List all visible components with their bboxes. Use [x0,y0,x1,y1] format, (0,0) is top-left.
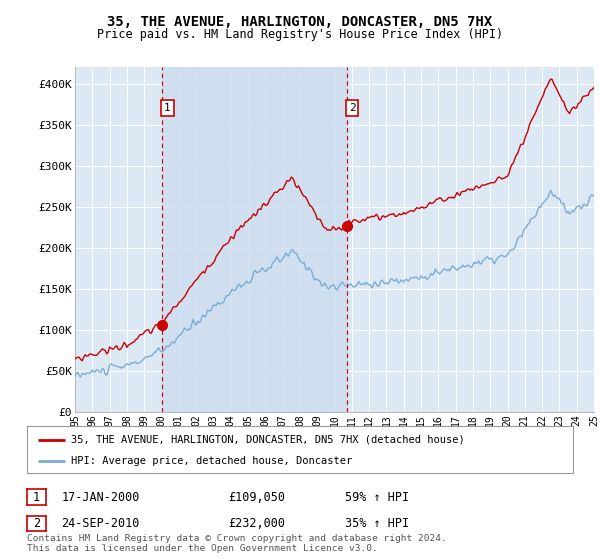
Text: 1: 1 [164,103,171,113]
Text: 2: 2 [349,103,356,113]
Text: £232,000: £232,000 [228,517,285,530]
Text: 35% ↑ HPI: 35% ↑ HPI [345,517,409,530]
Text: Contains HM Land Registry data © Crown copyright and database right 2024.
This d: Contains HM Land Registry data © Crown c… [27,534,447,553]
Text: 59% ↑ HPI: 59% ↑ HPI [345,491,409,504]
Bar [162,67,347,412]
Text: 35, THE AVENUE, HARLINGTON, DONCASTER, DN5 7HX: 35, THE AVENUE, HARLINGTON, DONCASTER, D… [107,15,493,29]
Text: 24-SEP-2010: 24-SEP-2010 [61,517,140,530]
Text: Price paid vs. HM Land Registry's House Price Index (HPI): Price paid vs. HM Land Registry's House … [97,28,503,41]
Text: 35, THE AVENUE, HARLINGTON, DONCASTER, DN5 7HX (detached house): 35, THE AVENUE, HARLINGTON, DONCASTER, D… [71,435,464,445]
Text: 2: 2 [33,517,40,530]
Text: £109,050: £109,050 [228,491,285,504]
Text: 17-JAN-2000: 17-JAN-2000 [61,491,140,504]
Text: HPI: Average price, detached house, Doncaster: HPI: Average price, detached house, Donc… [71,456,352,466]
Text: 1: 1 [33,491,40,504]
